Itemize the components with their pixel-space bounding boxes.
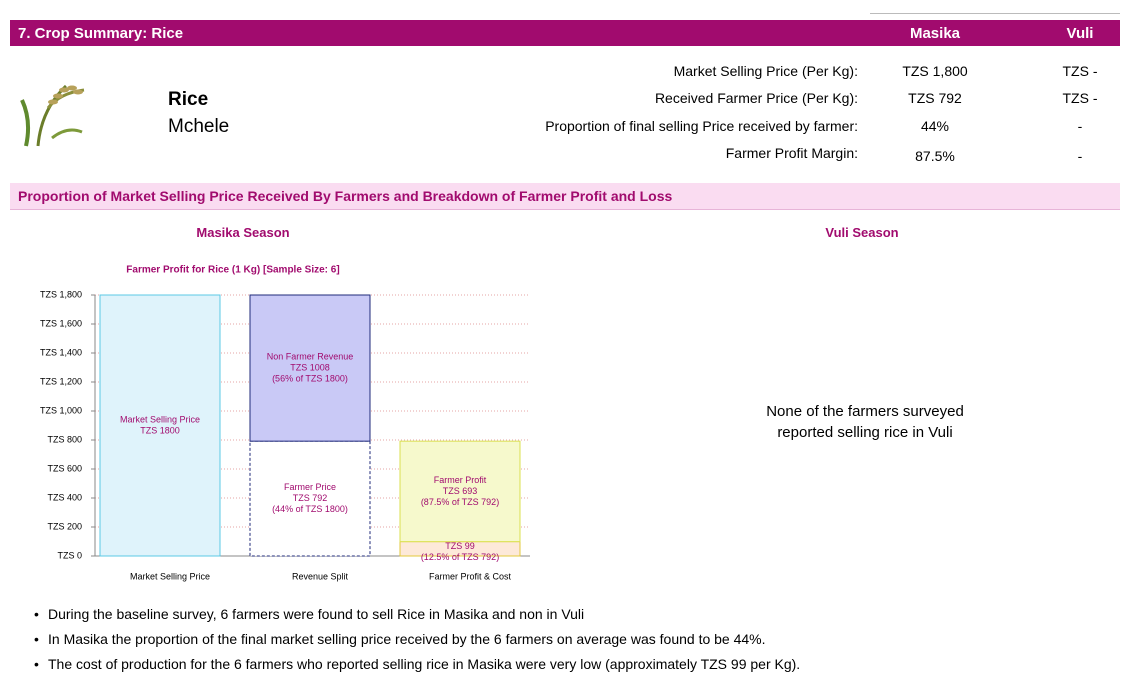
metric-label: Received Farmer Price (Per Kg): — [654, 90, 858, 106]
bar-segment — [249, 294, 371, 442]
bullet-dot: • — [34, 631, 39, 647]
x-tick-label: Market Selling Price — [130, 571, 210, 581]
y-tick-label: TZS 600 — [47, 463, 82, 473]
y-tick-label: TZS 0 — [57, 550, 82, 560]
vuli-note: None of the farmers surveyed — [766, 403, 964, 420]
rice-icon — [20, 84, 85, 147]
metric-value: 44% — [920, 118, 950, 134]
y-tick-label: TZS 1,000 — [40, 405, 82, 415]
x-tick-label: Revenue Split — [292, 571, 349, 581]
bullet-text: In Masika the proportion of the final ma… — [48, 631, 766, 647]
bar-segment — [99, 294, 221, 557]
bullet-dot: • — [34, 656, 39, 672]
bar-label: TZS 99 — [445, 541, 475, 551]
y-tick-label: TZS 1,400 — [40, 347, 82, 357]
bar-label: TZS 792 — [293, 493, 328, 503]
metric-value: TZS - — [1062, 90, 1098, 106]
section-title: Proportion of Market Selling Price Recei… — [18, 188, 673, 204]
header-column: Masika — [909, 25, 961, 42]
bullet-text: The cost of production for the 6 farmers… — [48, 656, 801, 672]
metric-value: TZS 1,800 — [902, 63, 968, 79]
bar-label: (87.5% of TZS 792) — [421, 497, 499, 507]
bar-label: Farmer Price — [284, 482, 336, 492]
metric-value: TZS 792 — [908, 90, 962, 106]
metric-value: - — [1077, 118, 1083, 134]
metric-value: TZS - — [1062, 63, 1098, 79]
header-column: Vuli — [1066, 25, 1094, 42]
bar-label: TZS 1008 — [290, 362, 330, 372]
season-title: Vuli Season — [825, 225, 899, 240]
bar-label: TZS 693 — [443, 486, 478, 496]
y-tick-label: TZS 800 — [47, 434, 82, 444]
vuli-note: reported selling rice in Vuli — [777, 424, 953, 441]
metric-label: Farmer Profit Margin: — [725, 145, 858, 161]
bar-label: (44% of TZS 1800) — [272, 504, 348, 514]
bar-segment — [249, 440, 371, 557]
metric-label: Proportion of final selling Price receiv… — [545, 118, 858, 134]
chart-title: Farmer Profit for Rice (1 Kg) [Sample Si… — [126, 265, 339, 276]
bar-label: Non Farmer Revenue — [267, 351, 354, 361]
bar-label: (56% of TZS 1800) — [272, 373, 348, 383]
crop-local-name: Mchele — [168, 116, 230, 137]
y-tick-label: TZS 200 — [47, 521, 82, 531]
bullet-dot: • — [34, 606, 39, 622]
bar-label: (12.5% of TZS 792) — [421, 552, 499, 562]
y-tick-label: TZS 400 — [47, 492, 82, 502]
bar-label: Farmer Profit — [434, 475, 487, 485]
y-tick-label: TZS 1,800 — [40, 289, 82, 299]
header-title: 7. Crop Summary: Rice — [18, 25, 184, 42]
y-tick-label: TZS 1,200 — [40, 376, 82, 386]
header-bar — [10, 20, 1120, 46]
top-rule — [870, 13, 1120, 14]
metric-value: 87.5% — [915, 148, 955, 164]
y-tick-label: TZS 1,600 — [40, 318, 82, 328]
season-title: Masika Season — [196, 225, 290, 240]
bar-segment — [399, 440, 521, 543]
metric-value: - — [1077, 148, 1083, 164]
bar-label: TZS 1800 — [140, 425, 180, 435]
metric-label: Market Selling Price (Per Kg): — [673, 63, 858, 79]
x-tick-label: Farmer Profit & Cost — [429, 571, 512, 581]
bar-label: Market Selling Price — [120, 414, 200, 424]
bullet-text: During the baseline survey, 6 farmers we… — [48, 606, 585, 622]
crop-name: Rice — [168, 89, 209, 110]
section-band — [10, 183, 1120, 210]
